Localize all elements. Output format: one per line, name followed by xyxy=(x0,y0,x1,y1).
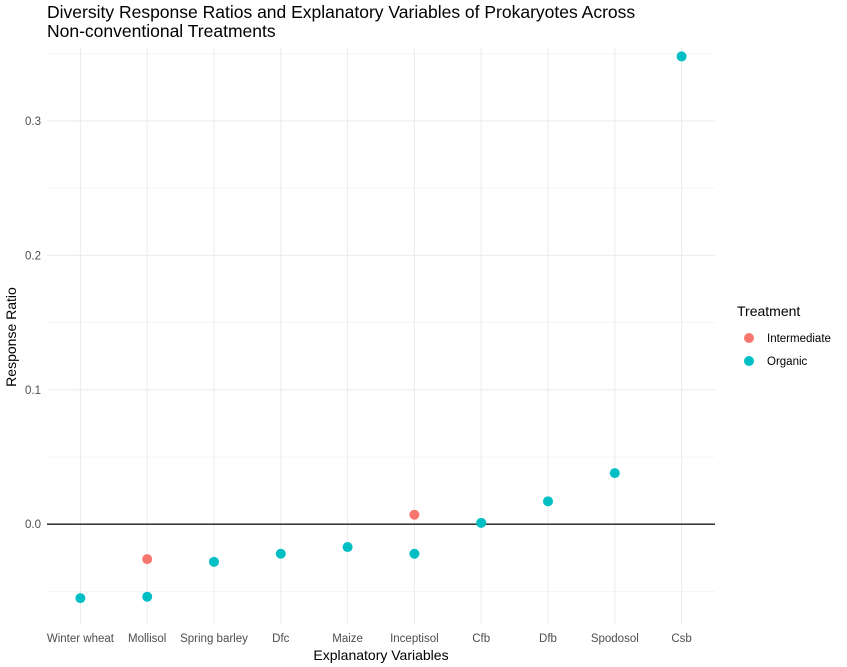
x-tick-label: Maize xyxy=(332,633,363,645)
legend-label-organic: Organic xyxy=(767,356,808,368)
data-point-organic xyxy=(476,517,487,528)
data-point-organic xyxy=(75,593,86,604)
legend-key-organic xyxy=(744,356,754,366)
y-axis-title: Response Ratio xyxy=(3,287,19,387)
data-point-organic xyxy=(142,591,153,602)
data-point-organic xyxy=(409,548,420,559)
x-tick-label: Spodosol xyxy=(591,633,639,645)
y-tick-label: 0.1 xyxy=(25,385,41,397)
x-tick-label: Inceptisol xyxy=(390,633,439,645)
x-axis-tick-labels: Winter wheat Mollisol Spring barley Dfc Maiz… xyxy=(47,633,692,645)
y-axis-tick-labels: 0.0 0.1 0.2 0.3 xyxy=(25,116,41,531)
data-point-organic xyxy=(609,468,620,479)
minor-grid xyxy=(47,53,715,592)
data-point-organic xyxy=(543,496,553,507)
data-point-organic xyxy=(676,51,687,62)
x-tick-label: Dfc xyxy=(272,633,290,645)
data-point-intermediate xyxy=(409,509,420,520)
x-axis-title: Explanatory Variables xyxy=(313,647,448,663)
data-points xyxy=(75,51,687,604)
legend: Treatment Intermediate Organic xyxy=(737,303,831,368)
legend-key-intermediate xyxy=(744,333,754,343)
x-tick-label: Csb xyxy=(671,633,691,645)
data-point-organic xyxy=(209,556,219,567)
data-point-organic xyxy=(275,548,286,559)
x-tick-label: Mollisol xyxy=(128,633,166,645)
data-point-organic xyxy=(342,542,353,553)
data-point-intermediate xyxy=(142,554,153,565)
y-tick-label: 0.3 xyxy=(25,116,41,128)
legend-label-intermediate: Intermediate xyxy=(767,333,831,345)
chart-title-line-2: Non-conventional Treatments xyxy=(47,21,276,41)
x-tick-label: Cfb xyxy=(472,633,490,645)
y-tick-label: 0.2 xyxy=(25,250,41,262)
x-tick-label: Dfb xyxy=(539,633,557,645)
y-tick-label: 0.0 xyxy=(25,519,41,531)
legend-title: Treatment xyxy=(737,303,800,319)
x-tick-label: Winter wheat xyxy=(47,633,115,645)
major-grid xyxy=(47,47,715,625)
x-tick-label: Spring barley xyxy=(180,633,248,645)
chart-title-line-1: Diversity Response Ratios and Explanator… xyxy=(47,2,635,22)
